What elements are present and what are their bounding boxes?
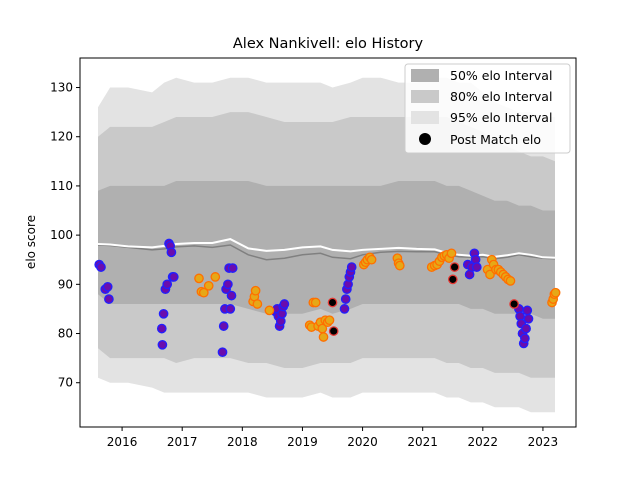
match-point-loss xyxy=(324,315,335,326)
match-point-loss xyxy=(198,287,209,298)
match-point-neutral xyxy=(449,262,460,272)
match-point-win xyxy=(162,279,173,290)
match-point-win xyxy=(223,279,233,290)
match-point-loss xyxy=(550,287,561,298)
match-point-win xyxy=(471,262,482,272)
legend-swatch-95 xyxy=(411,111,439,124)
match-point-loss xyxy=(194,273,204,284)
match-point-win xyxy=(340,294,351,304)
y-tick-label: 70 xyxy=(58,376,73,390)
legend-label-post-match: Post Match elo xyxy=(450,132,541,147)
y-axis-label: elo score xyxy=(24,215,38,269)
match-point-win xyxy=(157,339,168,350)
x-tick-label: 2022 xyxy=(468,435,499,449)
match-point-neutral xyxy=(447,274,458,285)
y-tick-label: 110 xyxy=(50,179,73,193)
match-point-win xyxy=(522,305,533,316)
match-point-win xyxy=(339,304,350,314)
match-point-win xyxy=(217,347,228,358)
legend-label-95: 95% elo Interval xyxy=(450,110,552,125)
match-point-win xyxy=(523,313,534,324)
match-point-win xyxy=(521,323,531,334)
match-points xyxy=(94,238,561,358)
x-tick-label: 2023 xyxy=(528,435,559,449)
match-point-win xyxy=(227,263,238,273)
legend-marker-post-match xyxy=(419,133,431,145)
x-tick-label: 2017 xyxy=(167,435,198,449)
match-point-win xyxy=(226,290,237,301)
y-tick-label: 80 xyxy=(58,327,73,341)
match-point-loss xyxy=(210,272,221,282)
match-point-win xyxy=(346,262,357,272)
match-point-win xyxy=(158,308,169,319)
legend: 50% elo Interval 80% elo Interval 95% el… xyxy=(404,63,571,154)
legend-swatch-50 xyxy=(411,69,439,82)
match-point-loss xyxy=(250,285,261,296)
x-tick-label: 2018 xyxy=(227,435,258,449)
legend-box xyxy=(404,63,571,154)
match-point-neutral xyxy=(327,297,338,308)
match-point-win xyxy=(168,272,179,282)
x-tick-label: 2021 xyxy=(407,435,438,449)
x-tick-label: 2019 xyxy=(287,435,318,449)
legend-swatch-80 xyxy=(411,90,439,103)
match-point-loss xyxy=(394,260,405,271)
match-point-win xyxy=(166,247,177,258)
match-point-loss xyxy=(366,254,377,265)
match-point-win xyxy=(225,304,236,314)
legend-label-80: 80% elo Interval xyxy=(450,89,552,104)
plot-area-frame xyxy=(79,57,577,428)
y-tick-label: 120 xyxy=(50,130,73,144)
legend-label-50: 50% elo Interval xyxy=(450,68,552,83)
match-point-loss xyxy=(264,305,275,316)
match-point-loss xyxy=(203,280,214,291)
match-point-neutral xyxy=(509,299,519,309)
y-tick-label: 100 xyxy=(50,228,73,242)
interval-bands xyxy=(98,77,555,413)
match-point-win xyxy=(218,321,229,331)
match-point-win xyxy=(520,333,530,344)
match-point-win xyxy=(279,299,290,309)
y-axis: 70 80 90 100 110 120 130 xyxy=(50,81,80,390)
match-point-loss xyxy=(252,299,263,309)
x-tick-label: 2016 xyxy=(107,435,138,449)
chart-title: Alex Nankivell: elo History xyxy=(233,36,424,52)
x-axis: 2016 2017 2018 2019 2020 2021 2022 2023 xyxy=(107,427,558,449)
match-point-win xyxy=(104,294,114,304)
match-point-loss xyxy=(318,332,329,342)
match-point-win xyxy=(156,323,167,334)
y-tick-label: 130 xyxy=(50,81,73,95)
match-point-loss xyxy=(310,297,321,308)
match-point-win xyxy=(102,281,113,292)
x-tick-label: 2020 xyxy=(347,435,378,449)
match-point-loss xyxy=(505,276,516,286)
match-point-neutral xyxy=(328,326,339,336)
match-point-loss xyxy=(446,248,457,259)
y-tick-label: 90 xyxy=(58,277,73,291)
match-point-win xyxy=(96,262,106,272)
band-50 xyxy=(98,181,555,319)
